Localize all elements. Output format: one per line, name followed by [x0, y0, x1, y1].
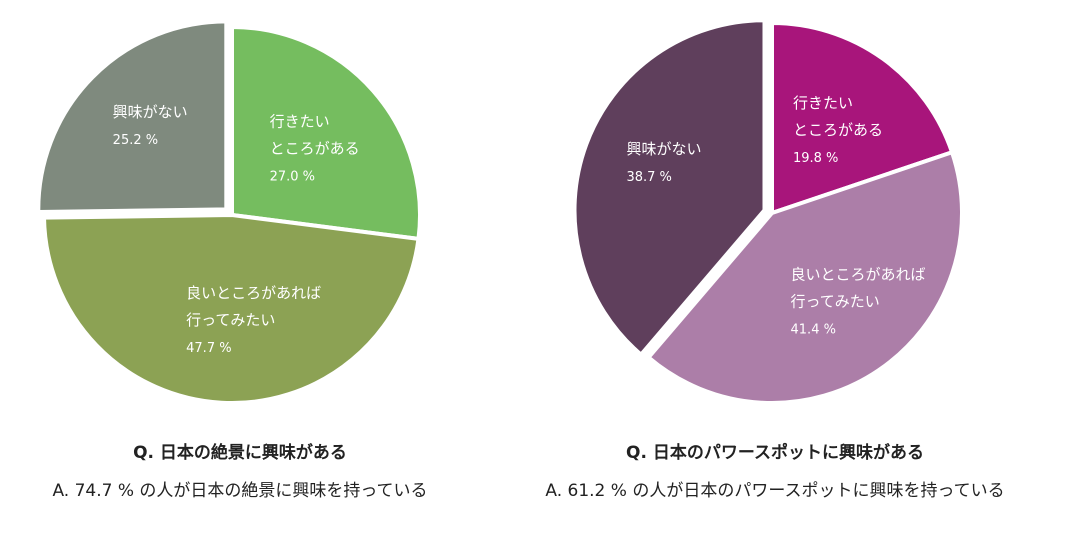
chart-1-slice-2-label: 行ってみたい	[186, 311, 275, 329]
chart-2-slice-3-label: 興味がない	[626, 140, 701, 158]
chart-2-slice-2	[645, 149, 964, 405]
chart-1-slice-1-value: 27.0 %	[270, 170, 315, 185]
chart-1-slice-2-label: 良いところがあれば	[186, 284, 321, 302]
chart-2-slice-3	[572, 18, 767, 358]
chart-2-slice-2-label: 行ってみたい	[791, 293, 880, 311]
chart-2-caption: A. 61.2 % の人が日本のパワースポットに興味を持っている	[545, 481, 1005, 501]
chart-2-slice-3-value: 38.7 %	[626, 170, 671, 185]
chart-1-slice-3	[36, 19, 229, 215]
chart-2-slice-1-value: 19.8 %	[793, 151, 838, 166]
chart-2-slice-1-label: ところがある	[793, 121, 883, 139]
chart-1-slice-1-label: ところがある	[270, 140, 360, 158]
chart-1-slice-2	[41, 212, 421, 405]
chart-2-slice-2-value: 41.4 %	[791, 323, 836, 338]
chart-1-title: Q. 日本の絶景に興味がある	[133, 443, 347, 463]
chart-2-title: Q. 日本のパワースポットに興味がある	[626, 443, 924, 463]
chart-1-caption: A. 74.7 % の人が日本の絶景に興味を持っている	[52, 481, 428, 501]
chart-2-slice-2-label: 良いところがあれば	[791, 266, 926, 284]
chart-1-slice-2-value: 47.7 %	[186, 341, 231, 356]
chart-1-slice-3-label: 興味がない	[113, 103, 188, 121]
chart-1-slice-1	[230, 24, 422, 242]
chart-1-slice-3-value: 25.2 %	[113, 133, 158, 148]
chart-2-slice-1-label: 行きたい	[793, 94, 853, 112]
chart-1-slice-1-label: 行きたい	[270, 113, 330, 131]
